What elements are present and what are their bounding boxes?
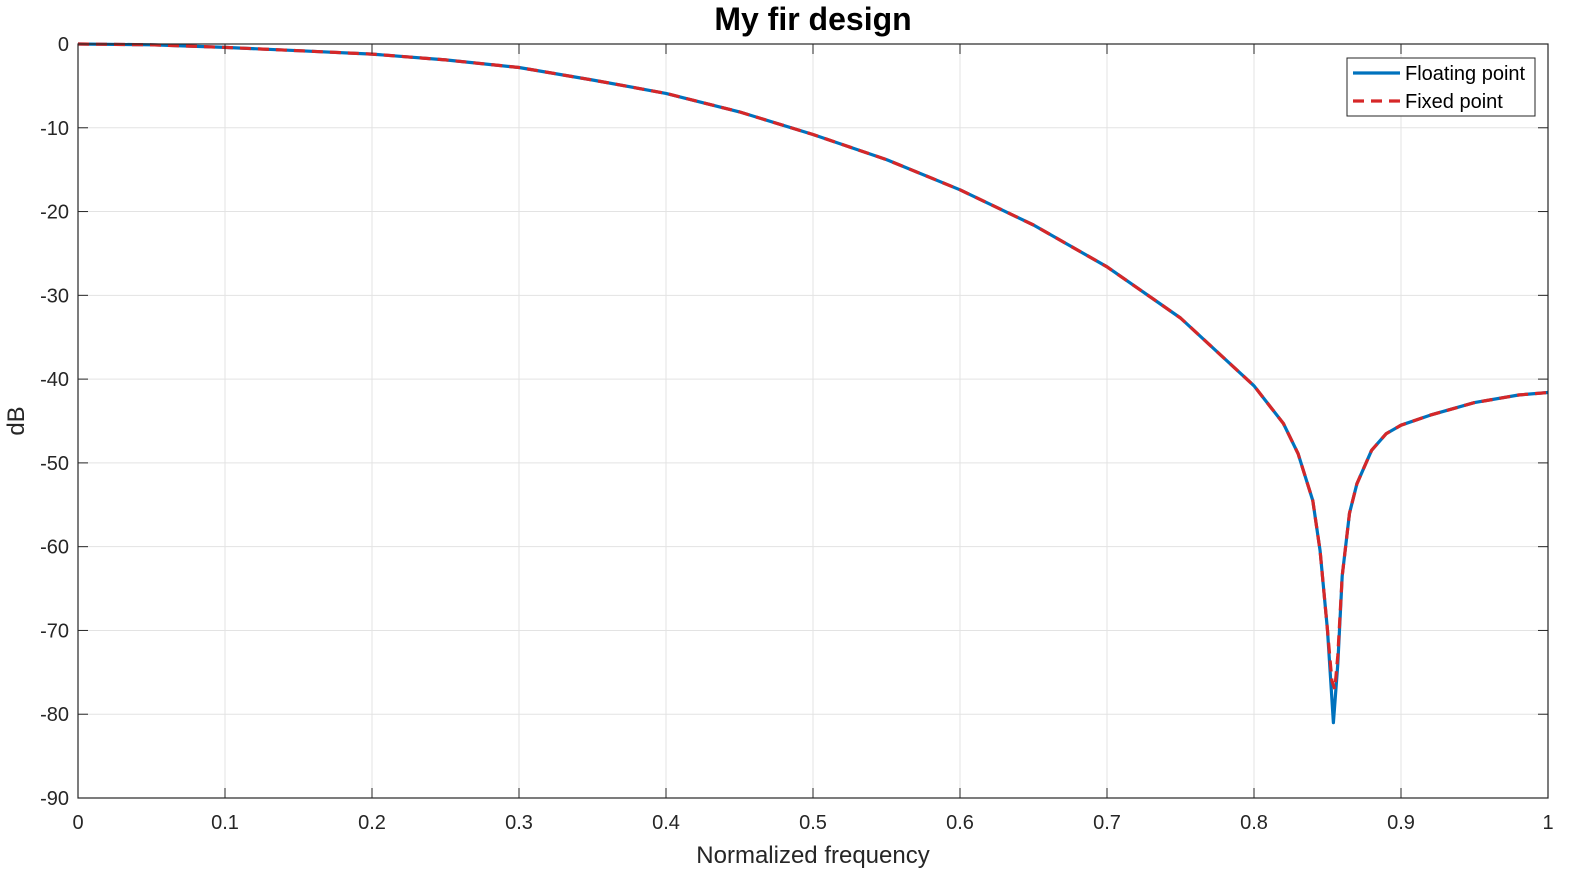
series-line-fixed-point [77,42,1549,691]
y-tick-label: -50 [40,453,69,475]
x-tick-label: 0.4 [652,812,680,834]
x-tick-label: 0.6 [946,812,974,834]
x-tick-label: 0.9 [1387,812,1415,834]
grid [78,44,1548,798]
y-tick-label: -20 [40,202,69,224]
y-tick-label: -30 [40,285,69,307]
y-tick-label: -60 [40,537,69,559]
series-layer [77,42,1549,725]
y-axis-label: dB [3,406,30,435]
x-tick-label: 0.8 [1240,812,1268,834]
x-tick-label: 0.5 [799,812,827,834]
legend-box [1346,57,1536,117]
y-tick-label: -70 [40,620,69,642]
legend-label: Fixed point [1405,91,1503,113]
x-tick-label: 0 [72,812,83,834]
y-tick-label: 0 [58,34,69,56]
y-tick-label: -10 [40,118,69,140]
x-tick-label: 1 [1542,812,1553,834]
chart-title: My fir design [714,1,911,37]
x-tick-label: 0.7 [1093,812,1121,834]
y-tick-label: -90 [40,788,69,810]
legend: Floating point Fixed point [1346,57,1536,117]
y-tick-label: -40 [40,369,69,391]
x-tick-label: 0.3 [505,812,533,834]
x-tick-label: 0.2 [358,812,386,834]
ticks: 0 0.1 0.2 0.3 0.4 0.5 0.6 0.7 0.8 0.9 1 0 -10 -20 -30 -… [40,34,1553,834]
x-axis-label: Normalized frequency [696,842,929,869]
x-tick-label: 0.1 [211,812,239,834]
y-tick-label: -80 [40,704,69,726]
legend-label: Floating point [1405,63,1526,85]
